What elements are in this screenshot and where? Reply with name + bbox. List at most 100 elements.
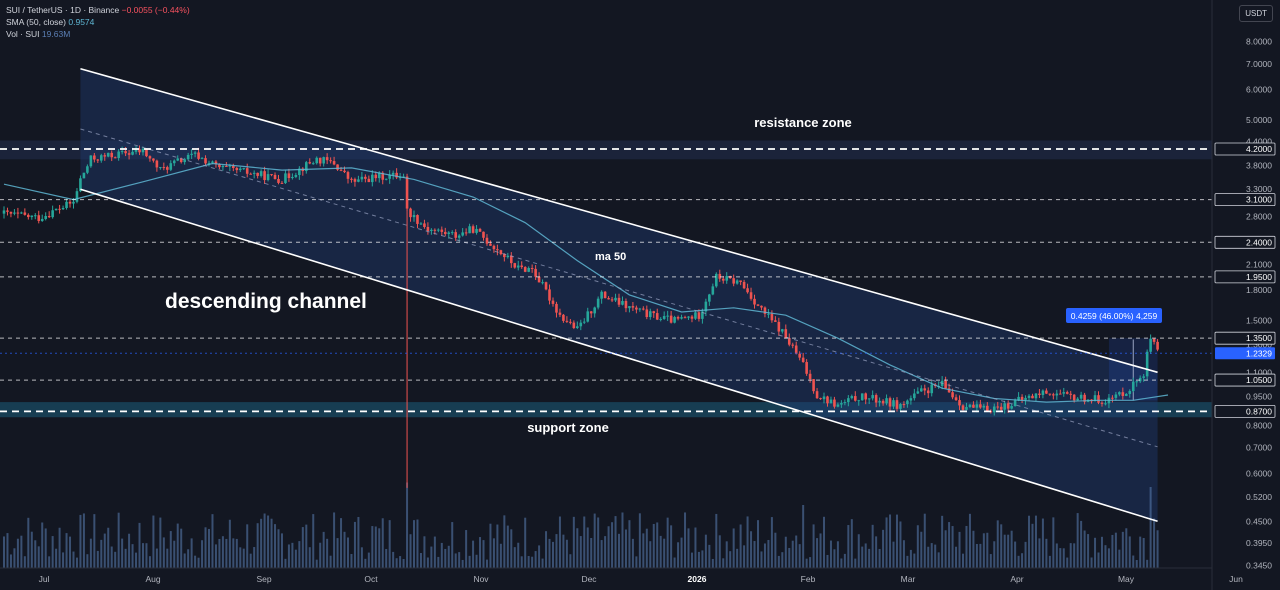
- candle-body: [256, 172, 259, 176]
- volume-bar: [805, 558, 808, 568]
- candle-body: [791, 344, 795, 346]
- candle-body: [298, 168, 301, 175]
- volume-bar: [1034, 515, 1037, 568]
- candle-body: [377, 172, 381, 179]
- volume-bar: [593, 513, 596, 568]
- price-level-tag: [1214, 373, 1276, 387]
- candle-body: [704, 301, 708, 312]
- symbol-label[interactable]: SUI / TetherUS · 1D · Binance: [6, 5, 120, 15]
- candle-body: [1145, 351, 1149, 377]
- volume-bar: [479, 537, 482, 568]
- candle-body: [471, 226, 475, 233]
- volume-bar: [652, 523, 655, 568]
- volume-bar: [614, 516, 617, 568]
- volume-bar: [9, 554, 12, 568]
- candle-body: [336, 164, 339, 170]
- y-tick-label: 0.8000: [1246, 420, 1272, 430]
- candle-body: [86, 166, 89, 173]
- volume-bar: [586, 527, 589, 568]
- volume-bar: [722, 558, 725, 568]
- candle-body: [103, 155, 107, 157]
- candle-body: [777, 321, 781, 332]
- y-tick-label: 8.0000: [1246, 37, 1272, 47]
- legend-ma-row[interactable]: SMA (50, close) 0.9574: [6, 16, 190, 28]
- volume-bar: [41, 522, 44, 568]
- candle-body: [690, 316, 694, 319]
- volume-bar: [579, 536, 582, 568]
- candle-body: [1135, 381, 1139, 383]
- ma-label: SMA (50, close): [6, 17, 66, 27]
- x-tick-label: Dec: [581, 574, 597, 584]
- volume-bar: [1111, 534, 1114, 568]
- candle-body: [1138, 377, 1142, 382]
- candle-body: [148, 156, 152, 159]
- candle-body: [892, 400, 895, 407]
- candle-body: [138, 149, 141, 153]
- volume-bar: [82, 513, 85, 568]
- candle-body: [374, 174, 378, 179]
- volume-bar: [826, 554, 829, 568]
- candle-body: [353, 179, 357, 182]
- candle-body: [127, 153, 131, 155]
- price-level-label: 2.4000: [1246, 237, 1272, 247]
- candle-body: [172, 160, 176, 164]
- support-zone-label: support zone: [527, 420, 609, 435]
- volume-bar: [1083, 530, 1086, 568]
- candle-body: [447, 232, 451, 235]
- volume-bar: [291, 542, 294, 568]
- candle-body: [784, 329, 788, 339]
- volume-bar: [1048, 555, 1051, 568]
- volume-bar: [628, 520, 631, 568]
- volume-bar: [416, 519, 419, 568]
- volume-bar: [809, 557, 812, 568]
- volume-bar: [604, 536, 607, 568]
- candle-body: [895, 400, 899, 409]
- candle-body: [881, 400, 885, 404]
- volume-bar: [941, 515, 944, 568]
- legend-volume-row[interactable]: Vol · SUI 19.63M: [6, 28, 190, 40]
- candle-body: [711, 286, 715, 295]
- volume-bar: [767, 539, 770, 568]
- candle-body: [16, 212, 20, 214]
- candle-body: [645, 309, 649, 318]
- candle-body: [218, 164, 221, 168]
- candle-body: [155, 160, 159, 168]
- candle-body: [47, 216, 51, 218]
- candle-body: [454, 232, 458, 238]
- volume-bar: [86, 554, 89, 568]
- volume-bar: [600, 540, 603, 568]
- volume-bar: [937, 552, 940, 568]
- candle-body: [20, 212, 23, 214]
- candle-body: [221, 165, 225, 168]
- volume-bar: [503, 515, 506, 568]
- volume-bar: [513, 547, 516, 568]
- volume-bar: [666, 517, 669, 568]
- volume-bar: [631, 538, 634, 568]
- volume-bar: [750, 531, 753, 568]
- currency-button[interactable]: USDT: [1239, 5, 1273, 22]
- volume-bar: [211, 514, 214, 568]
- volume-bar: [284, 558, 287, 568]
- volume-bar: [635, 556, 638, 568]
- candle-body: [885, 398, 888, 404]
- candle-body: [1125, 393, 1128, 396]
- x-tick-label: Jul: [39, 574, 50, 584]
- ma-value: 0.9574: [68, 17, 95, 27]
- candle-body: [840, 403, 843, 405]
- candle-body: [982, 405, 986, 408]
- volume-bar: [847, 525, 850, 568]
- volume-bar: [454, 553, 457, 568]
- volume-bar: [993, 541, 996, 568]
- candle-body: [461, 232, 464, 236]
- candle-body: [853, 396, 857, 401]
- volume-bar: [694, 527, 697, 568]
- candle-body: [756, 304, 760, 306]
- candle-body: [1058, 393, 1062, 395]
- candle-body: [662, 315, 666, 319]
- candle-body: [329, 160, 332, 162]
- volume-bar: [100, 539, 103, 568]
- volume-bar: [107, 527, 110, 568]
- candle-body: [332, 161, 336, 165]
- volume-bar: [141, 543, 144, 568]
